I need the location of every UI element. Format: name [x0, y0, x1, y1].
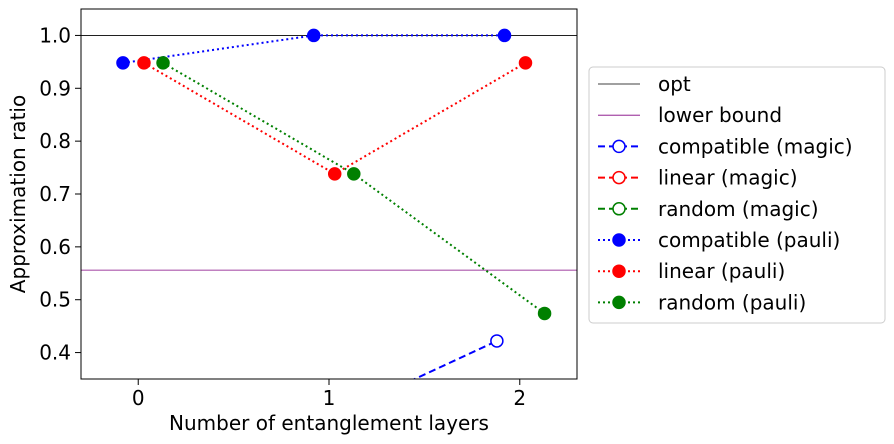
legend-swatch-marker: [612, 233, 626, 247]
legend-item: lower bound: [598, 103, 782, 127]
y-tick-label: 0.4: [39, 341, 71, 365]
data-point: [518, 56, 533, 70]
legend-label: opt: [658, 72, 691, 96]
legend-label: linear (pauli): [658, 259, 785, 283]
data-point: [347, 167, 361, 181]
y-tick-label: 0.8: [39, 129, 71, 153]
data-point: [116, 56, 130, 70]
y-tick-label: 0.9: [39, 76, 71, 100]
legend-swatch-marker: [612, 295, 626, 310]
y-tick-label: 1.0: [39, 23, 71, 47]
legend-swatch-marker: [612, 264, 626, 278]
x-tick-label: 0: [132, 386, 145, 410]
legend-label: linear (magic): [658, 166, 798, 190]
data-point: [497, 28, 512, 43]
legend-swatch-marker: [612, 170, 626, 185]
x-tick-label: 2: [513, 386, 526, 410]
y-tick-label: 0.7: [39, 182, 71, 206]
legend-item: random (pauli): [598, 290, 806, 314]
data-point: [490, 334, 504, 348]
data-point: [327, 167, 342, 181]
legend-swatch-marker: [612, 139, 626, 154]
legend-label: compatible (magic): [658, 134, 853, 158]
y-tick-label: 0.6: [39, 235, 71, 259]
legend-item: linear (magic): [598, 166, 798, 190]
series-line: [412, 340, 498, 379]
legend-item: compatible (magic): [598, 134, 853, 158]
legend-swatch-marker: [612, 202, 626, 216]
legend-label: compatible (pauli): [658, 228, 840, 252]
reference-lines: [81, 35, 577, 271]
y-axis: 0.4 0.5 0.6 0.7 0.8 0.9 1.0: [39, 23, 81, 365]
series-line: [143, 62, 526, 176]
data-point: [537, 306, 552, 321]
legend-item: random (magic): [598, 197, 819, 221]
legend-item: compatible (pauli): [598, 228, 840, 252]
legend: opt lower bound compatible (magic) linear (…: [588, 66, 886, 324]
plot-frame: [80, 8, 578, 380]
legend-label: random (magic): [658, 197, 819, 221]
x-axis: 0 1 2: [132, 379, 526, 410]
data-point: [306, 28, 321, 43]
legend-frame: [588, 66, 886, 324]
legend-item: linear (pauli): [598, 259, 785, 283]
legend-label: random (pauli): [658, 290, 806, 314]
x-axis-label: Number of entanglement layers: [169, 411, 489, 435]
series-layer: [116, 28, 552, 379]
y-tick-label: 0.5: [39, 288, 71, 312]
legend-item: opt: [598, 72, 691, 96]
series-line: [162, 62, 546, 315]
x-tick-label: 1: [323, 386, 336, 410]
data-point: [137, 56, 151, 70]
legend-label: lower bound: [658, 103, 782, 127]
data-point: [156, 56, 170, 70]
y-axis-label: Approximation ratio: [6, 95, 30, 293]
